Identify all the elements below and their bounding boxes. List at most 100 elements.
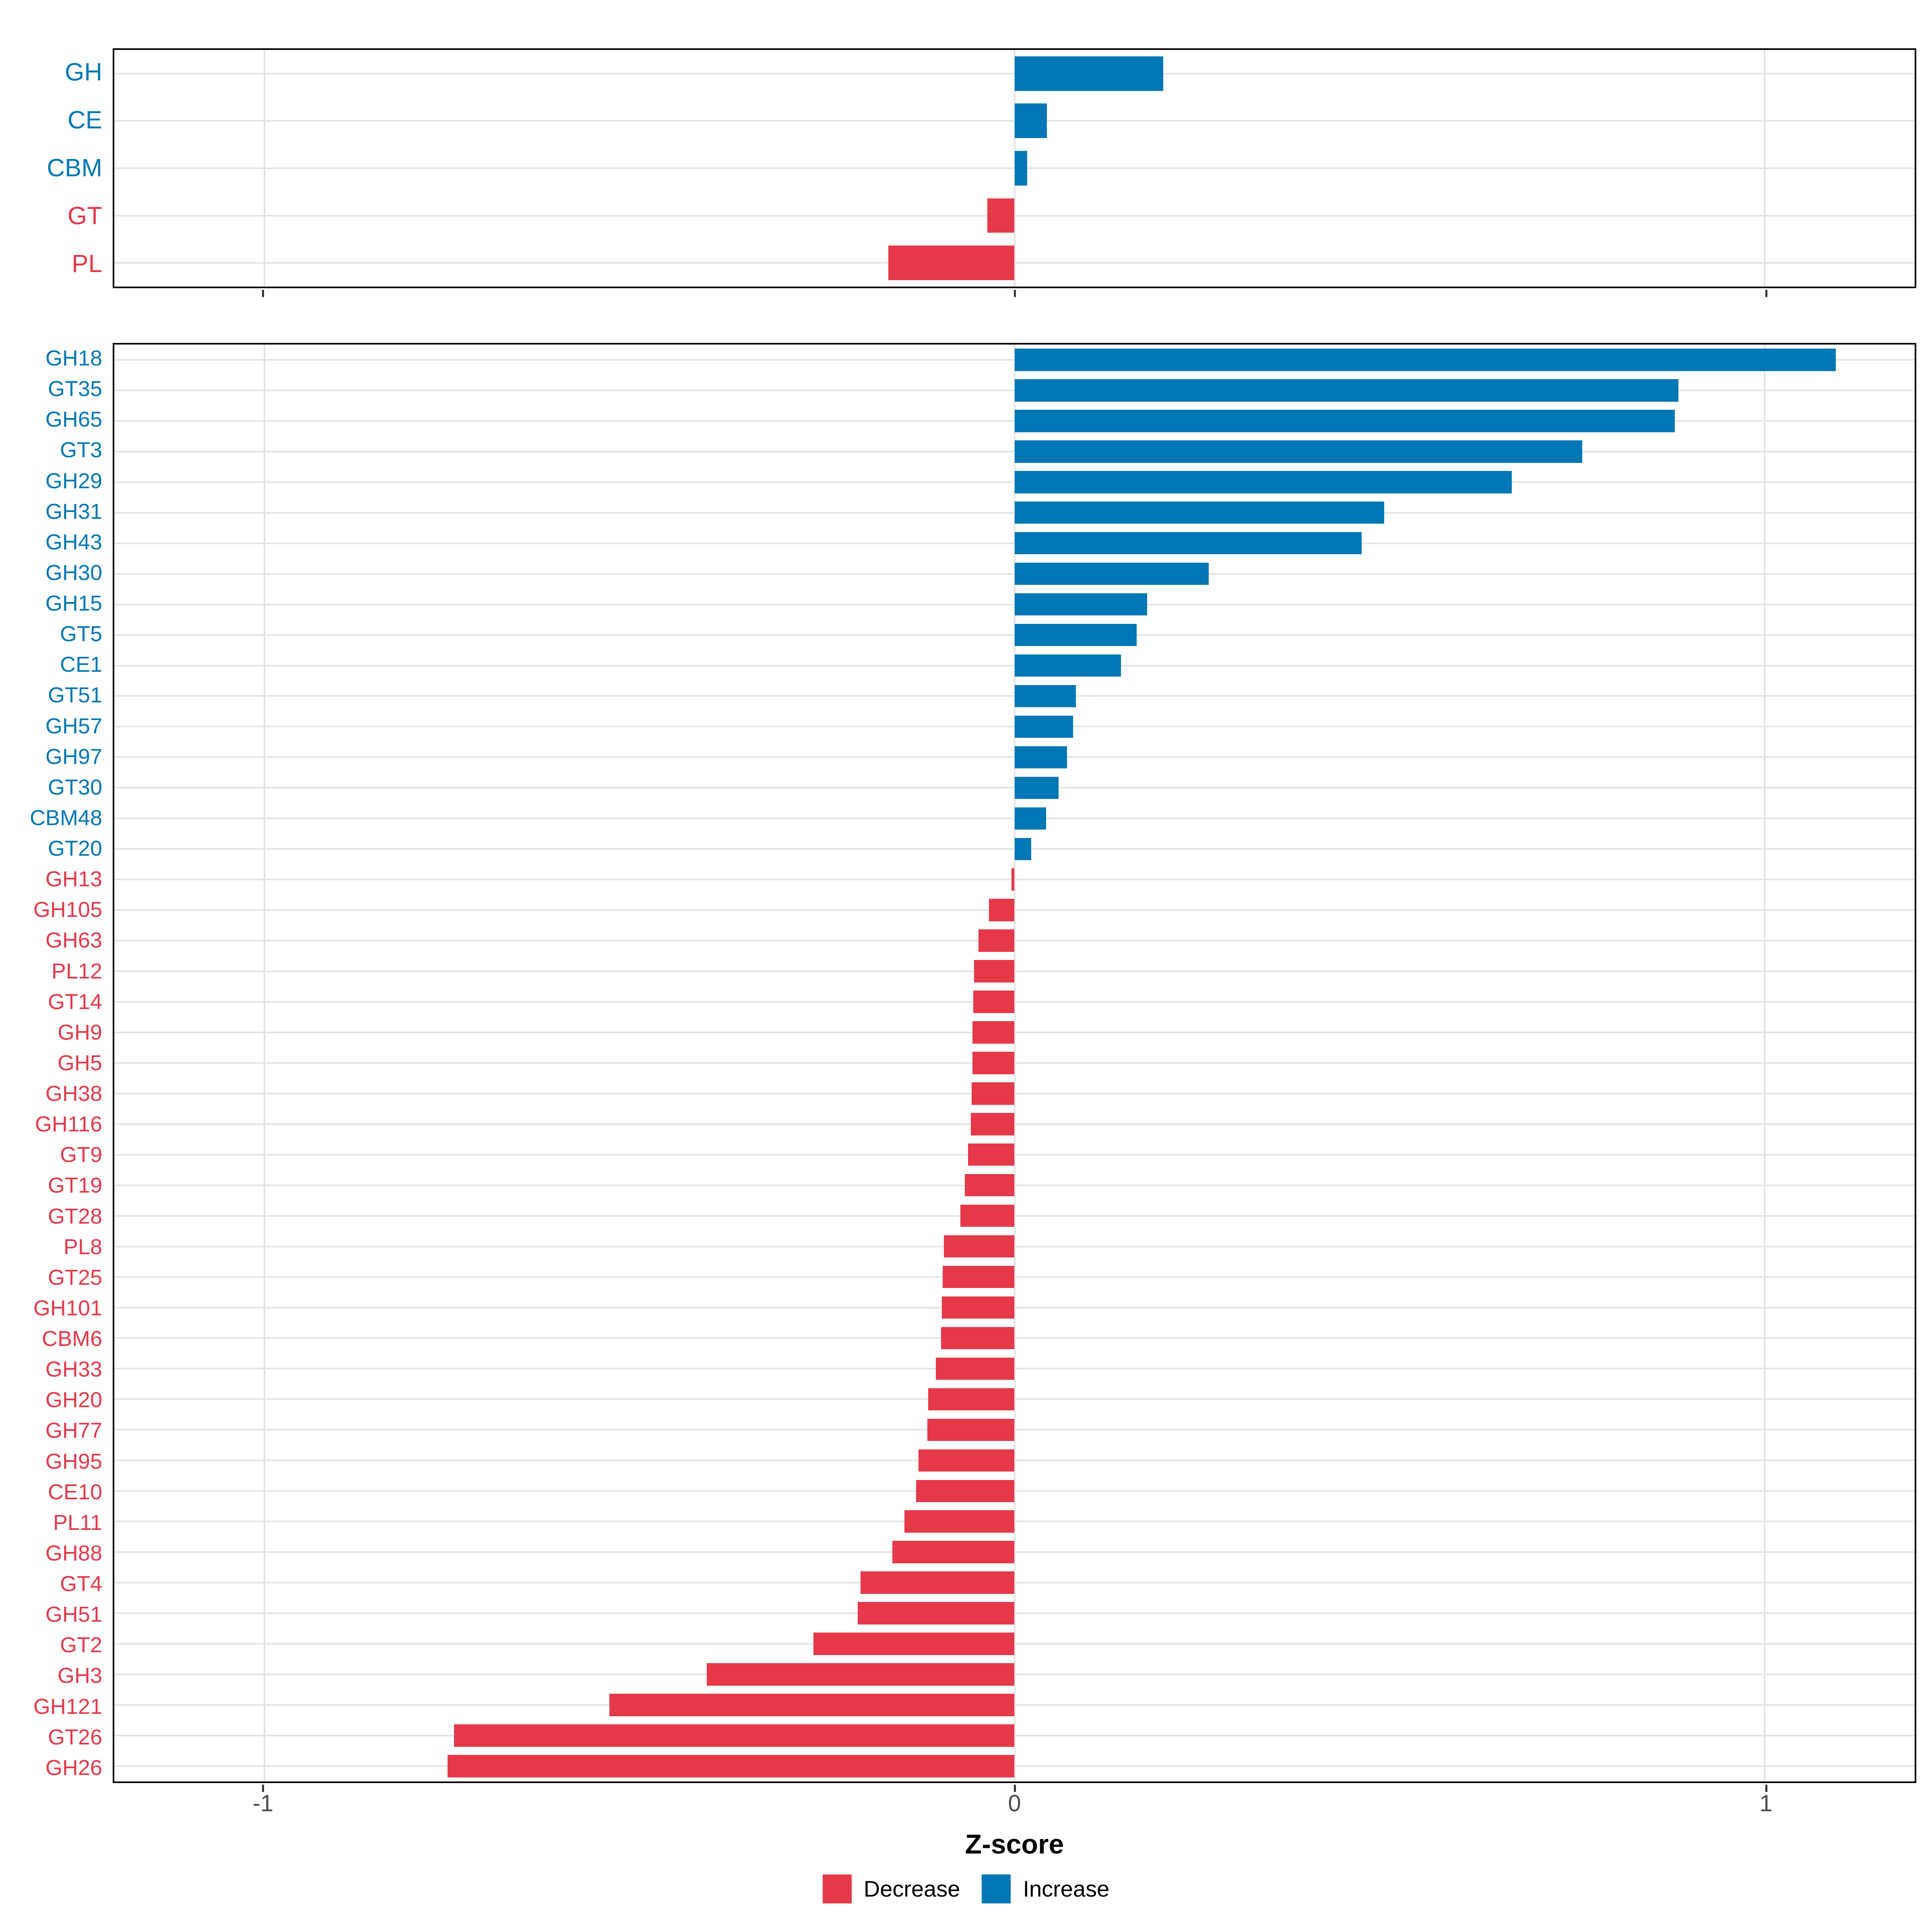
bar-GH97	[1014, 746, 1067, 769]
y-tick-label-GH88: GH88	[45, 1541, 102, 1565]
legend-item-decrease: Decrease	[822, 1874, 960, 1903]
bottom-panel-category-labels: GH18 GT35 GH65 GT3 GH29 GH31 GH43 GH30 GH15 GT5 CE…	[0, 343, 113, 1783]
bar-row-CE	[114, 97, 1915, 145]
y-tick-label-GH51: GH51	[45, 1602, 102, 1627]
horizontal-gridline	[114, 1307, 1915, 1309]
bar-GH95	[918, 1449, 1015, 1472]
bar-GH31	[1014, 502, 1385, 524]
horizontal-gridline	[114, 1612, 1915, 1614]
bar-GH43	[1014, 532, 1362, 555]
horizontal-gridline	[114, 1368, 1915, 1370]
bar-row-GT14	[114, 987, 1915, 1017]
bar-GH9	[972, 1021, 1015, 1044]
bar-GT51	[1014, 685, 1076, 708]
horizontal-gridline	[114, 1490, 1915, 1492]
y-tick-label-GH105: GH105	[33, 898, 102, 922]
bottom-panel	[113, 343, 1916, 1783]
y-tick-label-GH18: GH18	[45, 346, 102, 371]
bar-GH77	[927, 1418, 1015, 1441]
y-tick-label-GT: GT	[67, 202, 102, 230]
bar-GH101	[941, 1296, 1015, 1319]
horizontal-gridline	[114, 1521, 1915, 1523]
bar-GH116	[971, 1113, 1015, 1135]
y-tick-label-CBM48: CBM48	[29, 805, 102, 830]
bar-GH121	[609, 1694, 1015, 1716]
bar-GH63	[978, 929, 1015, 952]
y-tick-label-GT2: GT2	[60, 1633, 102, 1657]
bar-row-CBM	[114, 144, 1915, 192]
bar-GH	[1014, 56, 1163, 91]
bar-row-GH65	[114, 406, 1915, 436]
bar-row-GH31	[114, 497, 1915, 528]
horizontal-gridline	[114, 1398, 1915, 1400]
y-tick-label-GH9: GH9	[57, 1020, 102, 1044]
horizontal-gridline	[114, 262, 1915, 264]
axis-tick-mark-0	[1013, 290, 1016, 297]
bar-row-PL	[114, 239, 1915, 287]
horizontal-gridline	[114, 940, 1915, 942]
bar-row-GH30	[114, 559, 1915, 589]
bar-GT	[987, 198, 1015, 233]
horizontal-gridline	[114, 1582, 1915, 1584]
bar-row-GT	[114, 192, 1915, 239]
bar-GT9	[968, 1144, 1015, 1166]
bar-row-GH43	[114, 528, 1915, 559]
y-tick-label-GH116: GH116	[35, 1112, 102, 1137]
bar-row-GH77	[114, 1414, 1915, 1445]
bar-GT30	[1014, 776, 1059, 799]
bar-GH33	[935, 1357, 1015, 1380]
y-tick-label-GT25: GT25	[47, 1265, 102, 1290]
bar-row-CBM48	[114, 803, 1915, 834]
bar-row-GH88	[114, 1537, 1915, 1567]
legend: Decrease Increase	[0, 1871, 1932, 1907]
bar-row-GH97	[114, 742, 1915, 772]
y-tick-label-GH38: GH38	[45, 1082, 102, 1106]
increase-swatch-icon	[982, 1874, 1011, 1903]
bar-GH26	[447, 1755, 1015, 1777]
y-tick-label-GT20: GT20	[47, 836, 102, 861]
bar-row-GT4	[114, 1567, 1915, 1598]
x-axis-tick-labels: -1 0 1	[113, 1792, 1916, 1820]
y-tick-label-GT35: GT35	[47, 377, 102, 401]
bar-GH65	[1014, 410, 1675, 432]
top-panel-axis-ticks	[113, 288, 1916, 298]
bar-GT19	[965, 1174, 1015, 1197]
horizontal-gridline	[114, 1031, 1915, 1033]
y-tick-label-GT5: GT5	[60, 622, 102, 646]
top-panel-wrap: GH CE CBM GT PL	[47, 48, 1916, 297]
bar-row-GH33	[114, 1353, 1915, 1384]
horizontal-gridline	[114, 215, 1915, 217]
y-tick-label-GT51: GT51	[47, 683, 102, 708]
y-tick-label-PL12: PL12	[51, 959, 102, 983]
bar-GH30	[1014, 562, 1209, 585]
bar-row-GH95	[114, 1445, 1915, 1476]
bar-row-GT9	[114, 1139, 1915, 1170]
bar-PL12	[974, 960, 1015, 983]
bar-GH5	[972, 1052, 1015, 1074]
horizontal-gridline	[114, 1215, 1915, 1217]
x-tick-label-pos1: 1	[1759, 1790, 1773, 1816]
bar-CE	[1014, 103, 1047, 138]
axis-tick-mark-1	[1765, 290, 1767, 297]
legend-label-increase: Increase	[1023, 1876, 1110, 1901]
bar-PL8	[944, 1235, 1015, 1258]
horizontal-gridline	[114, 970, 1915, 972]
bar-GT26	[454, 1724, 1015, 1747]
bar-row-GT5	[114, 620, 1915, 650]
bar-row-GH38	[114, 1078, 1915, 1109]
bar-CBM48	[1014, 807, 1046, 830]
bar-GH57	[1014, 715, 1073, 738]
legend-label-decrease: Decrease	[863, 1876, 960, 1901]
bar-row-GH101	[114, 1292, 1915, 1323]
x-tick-label-zero: 0	[1008, 1790, 1021, 1816]
horizontal-gridline	[114, 1001, 1915, 1003]
bar-row-GH	[114, 50, 1915, 97]
horizontal-gridline	[114, 1551, 1915, 1553]
y-tick-label-GT14: GT14	[47, 989, 102, 1014]
x-axis-title: Z-score	[965, 1829, 1064, 1860]
horizontal-gridline	[114, 1765, 1915, 1767]
bar-row-GH26	[114, 1751, 1915, 1781]
bar-GT35	[1014, 379, 1678, 402]
decrease-swatch-icon	[822, 1874, 852, 1903]
